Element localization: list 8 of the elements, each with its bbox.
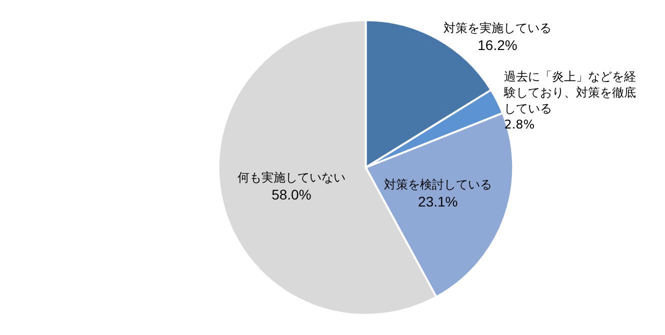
slice-label: 過去に「炎上」などを経験しており、対策を徹底している <box>503 69 636 116</box>
slice-label: 対策を実施している <box>443 21 552 35</box>
slice-label: 対策を検討している <box>384 178 492 192</box>
slice-label: 何も実施していない <box>237 170 346 184</box>
data-label: 58.0% <box>272 186 312 202</box>
data-label: 23.1% <box>418 194 458 210</box>
data-label: 16.2% <box>478 37 518 53</box>
data-label: 2.8% <box>504 117 535 132</box>
